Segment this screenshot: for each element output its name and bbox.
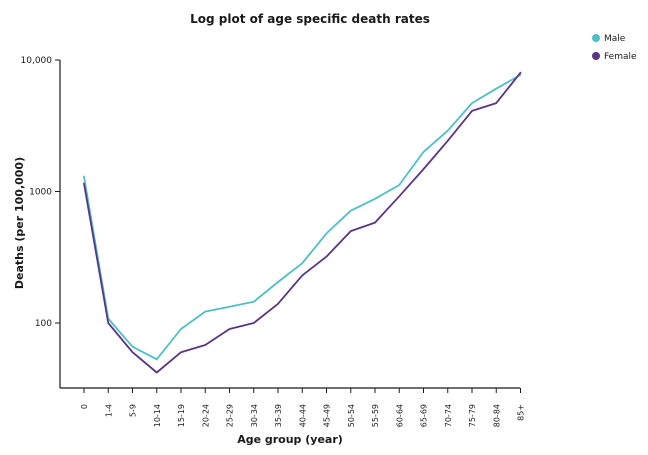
- y-tick-label: 100: [35, 319, 52, 329]
- x-tick-label: 40-44: [298, 404, 307, 427]
- x-tick-label: 80-84: [492, 404, 501, 427]
- x-tick-label: 85+: [517, 404, 526, 421]
- x-tick-label: 25-29: [226, 404, 235, 427]
- series-line-female: [83, 71, 522, 374]
- y-tick-label: 1000: [29, 188, 52, 198]
- y-axis-label: Deaths (per 100,000): [13, 157, 26, 289]
- x-tick-label: 75-79: [468, 404, 477, 427]
- legend-label-male: Male: [604, 34, 626, 44]
- x-tick-label: 50-54: [347, 404, 356, 427]
- x-tick-label: 1-4: [104, 404, 113, 417]
- y-tick-label: 10,000: [21, 56, 53, 66]
- x-tick-label: 45-49: [323, 404, 332, 427]
- legend-marker-female: [592, 52, 600, 60]
- x-tick-label: 20-24: [201, 404, 210, 427]
- x-tick-label: 5-9: [129, 404, 138, 417]
- legend-marker-male: [592, 34, 600, 42]
- series-group: [83, 71, 522, 374]
- legend: Male Female: [592, 34, 637, 62]
- x-tick-label: 0: [80, 404, 89, 409]
- x-tick-label: 65-69: [420, 404, 429, 427]
- x-tick-label: 10-14: [153, 404, 162, 427]
- series-line-male: [83, 74, 522, 361]
- chart-title: Log plot of age specific death rates: [190, 12, 430, 26]
- x-tick-label: 60-64: [395, 404, 404, 427]
- x-tick-label: 15-19: [177, 404, 186, 427]
- legend-label-female: Female: [604, 52, 637, 62]
- x-ticks: 0 1-4 5-9 10-14 15-19 20-24 25-29 30-34 35-39 40-…: [80, 388, 526, 427]
- y-ticks: 100 1000 10,000: [21, 56, 60, 329]
- x-axis-label: Age group (year): [237, 433, 343, 446]
- x-tick-label: 55-59: [371, 404, 380, 427]
- x-tick-label: 30-34: [250, 404, 259, 427]
- x-tick-label: 35-39: [274, 404, 283, 427]
- x-tick-label: 70-74: [444, 404, 453, 427]
